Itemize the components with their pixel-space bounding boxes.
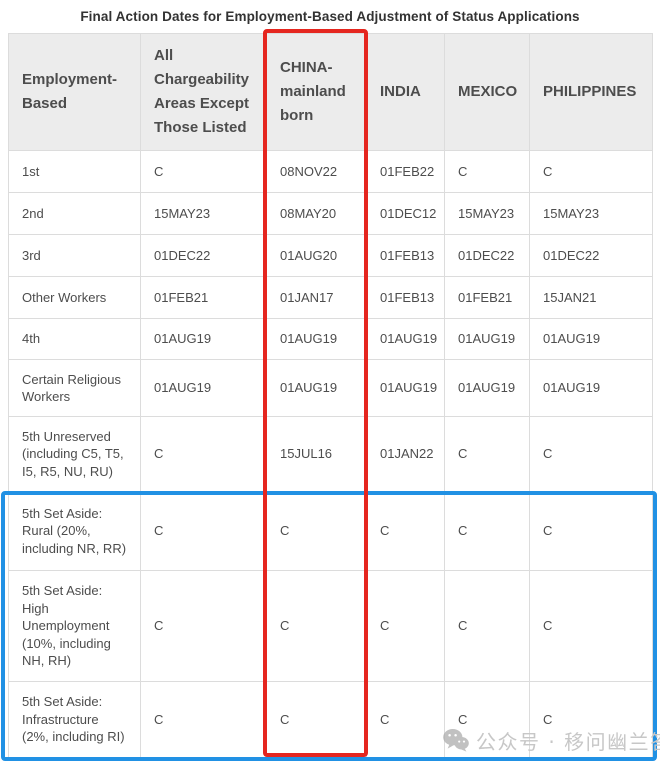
cell: 01AUG20 xyxy=(266,234,367,277)
cell: 01AUG19 xyxy=(529,359,653,417)
cell: 15MAY23 xyxy=(529,192,653,235)
row-category: 5th Unreserved (including C5, T5, I5, R5… xyxy=(8,416,141,492)
row-category: 4th xyxy=(8,318,141,360)
cell: C xyxy=(444,416,530,492)
cell: 08MAY20 xyxy=(266,192,367,235)
cell: 01AUG19 xyxy=(140,359,267,417)
column-header-india: INDIA xyxy=(366,33,445,151)
cell: C xyxy=(140,150,267,193)
row-category: Other Workers xyxy=(8,276,141,319)
table-row: 1st C 08NOV22 01FEB22 C C xyxy=(8,150,653,193)
cell: 15JUL16 xyxy=(266,416,367,492)
table-row: 4th 01AUG19 01AUG19 01AUG19 01AUG19 01AU… xyxy=(8,318,653,360)
cell: C xyxy=(444,150,530,193)
cell: 15JAN21 xyxy=(529,276,653,319)
table-row: Other Workers 01FEB21 01JAN17 01FEB13 01… xyxy=(8,276,653,319)
cell: 01JAN17 xyxy=(266,276,367,319)
cell: C xyxy=(266,681,367,758)
cell: 01FEB13 xyxy=(366,234,445,277)
cell: C xyxy=(266,491,367,571)
column-header-philippines: PHILIPPINES xyxy=(529,33,653,151)
cell: C xyxy=(444,491,530,571)
cell: 08NOV22 xyxy=(266,150,367,193)
cell: C xyxy=(444,570,530,682)
cell: C xyxy=(140,570,267,682)
cell: C xyxy=(366,491,445,571)
cell: C xyxy=(266,570,367,682)
cell: 01FEB21 xyxy=(140,276,267,319)
cell: C xyxy=(366,681,445,758)
cell: C xyxy=(140,416,267,492)
table-row: Certain Religious Workers 01AUG19 01AUG1… xyxy=(8,359,653,417)
row-category: 5th Set Aside: High Unemployment (10%, i… xyxy=(8,570,141,682)
cell: C xyxy=(140,491,267,571)
row-category: 5th Set Aside: Rural (20%, including NR,… xyxy=(8,491,141,571)
cell: 01DEC22 xyxy=(529,234,653,277)
cell: 01AUG19 xyxy=(444,318,530,360)
row-category: 3rd xyxy=(8,234,141,277)
cell: 01DEC22 xyxy=(140,234,267,277)
cell: C xyxy=(529,681,653,758)
row-category: 5th Set Aside: Infrastructure (2%, inclu… xyxy=(8,681,141,758)
page-title: Final Action Dates for Employment-Based … xyxy=(80,9,580,24)
cell: 15MAY23 xyxy=(140,192,267,235)
cell: 01DEC12 xyxy=(366,192,445,235)
cell: 01AUG19 xyxy=(140,318,267,360)
table-row: 5th Set Aside: High Unemployment (10%, i… xyxy=(8,570,653,682)
column-header-mexico: MEXICO xyxy=(444,33,530,151)
table-row: 2nd 15MAY23 08MAY20 01DEC12 15MAY23 15MA… xyxy=(8,192,653,235)
cell: C xyxy=(529,150,653,193)
column-header-employment-based: Employment-Based xyxy=(8,33,141,151)
cell: 01AUG19 xyxy=(266,318,367,360)
cell: 01AUG19 xyxy=(366,318,445,360)
table-row: 5th Set Aside: Rural (20%, including NR,… xyxy=(8,491,653,571)
cell: 01AUG19 xyxy=(529,318,653,360)
final-action-dates-table: Employment-Based All Chargeability Areas… xyxy=(8,33,653,758)
cell: 01FEB21 xyxy=(444,276,530,319)
cell: 01AUG19 xyxy=(266,359,367,417)
table-row: 5th Unreserved (including C5, T5, I5, R5… xyxy=(8,416,653,492)
cell: C xyxy=(529,416,653,492)
cell: 15MAY23 xyxy=(444,192,530,235)
cell: 01FEB13 xyxy=(366,276,445,319)
column-header-all-chargeability: All Chargeability Areas Except Those Lis… xyxy=(140,33,267,151)
cell: 01AUG19 xyxy=(444,359,530,417)
column-header-china: CHINA-mainland born xyxy=(266,33,367,151)
row-category: Certain Religious Workers xyxy=(8,359,141,417)
cell: 01AUG19 xyxy=(366,359,445,417)
cell: C xyxy=(529,491,653,571)
table-row: 3rd 01DEC22 01AUG20 01FEB13 01DEC22 01DE… xyxy=(8,234,653,277)
row-category: 1st xyxy=(8,150,141,193)
table-row: 5th Set Aside: Infrastructure (2%, inclu… xyxy=(8,681,653,758)
cell: 01DEC22 xyxy=(444,234,530,277)
cell: C xyxy=(444,681,530,758)
cell: 01JAN22 xyxy=(366,416,445,492)
cell: C xyxy=(529,570,653,682)
cell: C xyxy=(366,570,445,682)
cell: C xyxy=(140,681,267,758)
cell: 01FEB22 xyxy=(366,150,445,193)
header-row: Employment-Based All Chargeability Areas… xyxy=(8,33,653,151)
row-category: 2nd xyxy=(8,192,141,235)
